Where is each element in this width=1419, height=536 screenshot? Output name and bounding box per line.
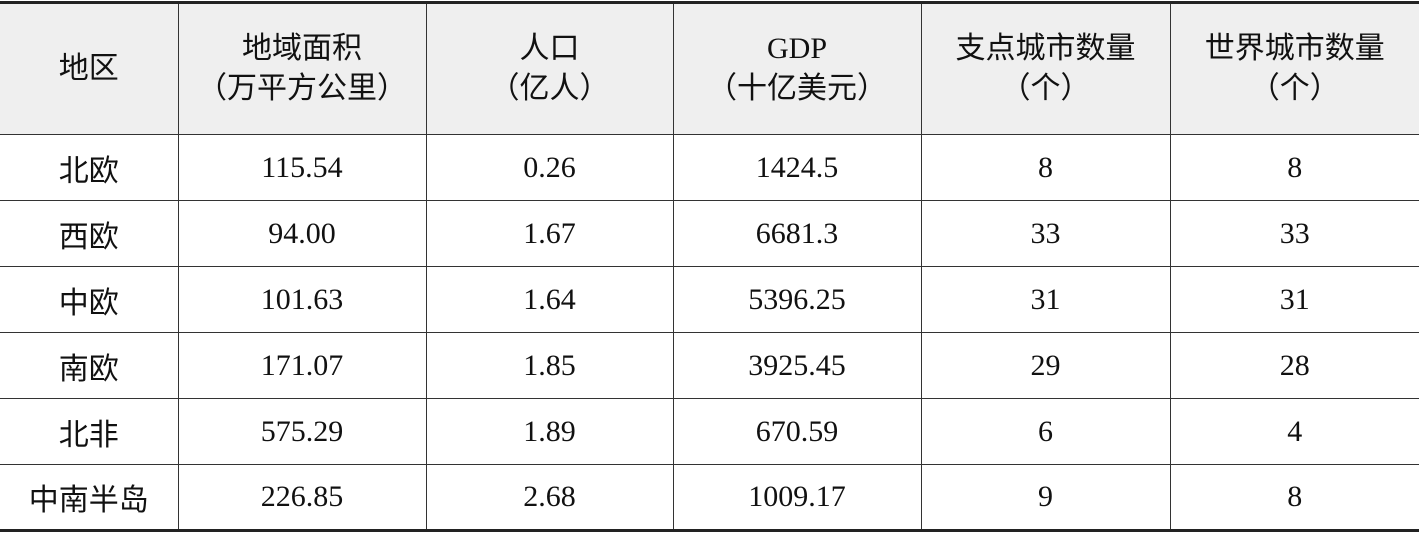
region-cell: 南欧 <box>0 332 179 399</box>
value-cell: 1.85 <box>425 332 674 399</box>
value-cell: 101.63 <box>177 266 427 333</box>
table-header: 地区 地域面积 （万平方公里） 人口 （亿人） GDP （十亿美元） 支点城市数量 （个） 世界城… <box>0 2 1419 135</box>
value-cell: 5396.25 <box>672 266 922 333</box>
value-cell: 1.64 <box>425 266 674 333</box>
table-row: 中南半岛 226.85 2.68 1009.17 9 8 <box>0 464 1419 531</box>
value-cell: 115.54 <box>177 134 427 201</box>
header-text: 世界城市数量 <box>1204 32 1385 65</box>
value-cell: 6 <box>920 398 1171 465</box>
table-row: 西欧 94.00 1.67 6681.3 33 33 <box>0 200 1419 267</box>
header-text: （个） <box>1249 72 1340 105</box>
header-text: 地域面积 <box>242 32 362 65</box>
header-text: 人口 <box>519 32 580 65</box>
header-text: （十亿美元） <box>707 72 887 105</box>
header-text: 地区 <box>58 52 119 85</box>
header-cell: 世界城市数量 （个） <box>1169 2 1419 135</box>
value-cell: 3925.45 <box>672 332 922 399</box>
value-cell: 0.26 <box>425 134 674 201</box>
header-text: （亿人） <box>489 72 610 105</box>
value-cell: 9 <box>920 464 1171 531</box>
table-row: 北欧 115.54 0.26 1424.5 8 8 <box>0 134 1419 201</box>
value-cell: 6681.3 <box>672 200 922 267</box>
value-cell: 1424.5 <box>672 134 922 201</box>
table-row: 南欧 171.07 1.85 3925.45 29 28 <box>0 332 1419 399</box>
header-cell: 地域面积 （万平方公里） <box>177 2 427 135</box>
header-cell: 人口 （亿人） <box>425 2 674 135</box>
value-cell: 575.29 <box>177 398 427 465</box>
value-cell: 670.59 <box>672 398 922 465</box>
value-cell: 1009.17 <box>672 464 922 531</box>
value-cell: 4 <box>1169 398 1419 465</box>
header-text: 支点城市数量 <box>955 32 1136 65</box>
header-cell: 支点城市数量 （个） <box>920 2 1171 135</box>
header-row: 地区 地域面积 （万平方公里） 人口 （亿人） GDP （十亿美元） 支点城市数量 （个） 世界城… <box>0 2 1419 135</box>
region-cell: 北非 <box>0 398 179 465</box>
region-cell: 西欧 <box>0 200 179 267</box>
value-cell: 94.00 <box>177 200 427 267</box>
value-cell: 226.85 <box>177 464 427 531</box>
region-cell: 中南半岛 <box>0 464 179 531</box>
table-body: 北欧 115.54 0.26 1424.5 8 8 西欧 94.00 1.67 6681.3 33 3… <box>0 134 1419 531</box>
value-cell: 33 <box>920 200 1171 267</box>
region-cell: 北欧 <box>0 134 179 201</box>
value-cell: 8 <box>920 134 1171 201</box>
value-cell: 2.68 <box>425 464 674 531</box>
value-cell: 31 <box>920 266 1171 333</box>
value-cell: 1.67 <box>425 200 674 267</box>
header-cell: 地区 <box>0 2 179 135</box>
header-text: GDP <box>766 32 827 65</box>
value-cell: 28 <box>1169 332 1419 399</box>
region-cell: 中欧 <box>0 266 179 333</box>
value-cell: 31 <box>1169 266 1419 333</box>
table-row: 北非 575.29 1.89 670.59 6 4 <box>0 398 1419 465</box>
table-row: 中欧 101.63 1.64 5396.25 31 31 <box>0 266 1419 333</box>
value-cell: 171.07 <box>177 332 427 399</box>
header-text: （个） <box>1000 72 1091 105</box>
value-cell: 8 <box>1169 134 1419 201</box>
value-cell: 8 <box>1169 464 1419 531</box>
value-cell: 29 <box>920 332 1171 399</box>
header-cell: GDP （十亿美元） <box>672 2 922 135</box>
value-cell: 33 <box>1169 200 1419 267</box>
value-cell: 1.89 <box>425 398 674 465</box>
header-text: （万平方公里） <box>197 72 407 105</box>
